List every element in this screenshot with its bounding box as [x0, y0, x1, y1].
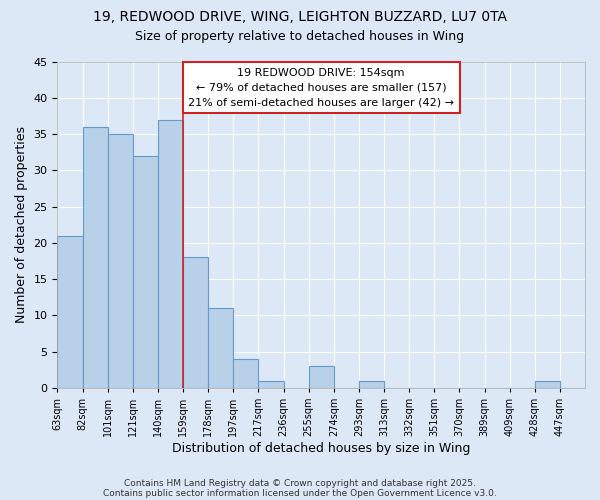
Bar	[58, 236, 83, 388]
Bar	[158, 120, 183, 388]
Y-axis label: Number of detached properties: Number of detached properties	[15, 126, 28, 323]
X-axis label: Distribution of detached houses by size in Wing: Distribution of detached houses by size …	[172, 442, 470, 455]
Bar	[107, 134, 133, 388]
Bar	[535, 380, 560, 388]
Text: Contains HM Land Registry data © Crown copyright and database right 2025.: Contains HM Land Registry data © Crown c…	[124, 478, 476, 488]
Bar	[133, 156, 158, 388]
Text: Contains public sector information licensed under the Open Government Licence v3: Contains public sector information licen…	[103, 488, 497, 498]
Text: Size of property relative to detached houses in Wing: Size of property relative to detached ho…	[136, 30, 464, 43]
Bar	[259, 380, 284, 388]
Bar	[83, 127, 107, 388]
Bar	[233, 359, 259, 388]
Text: 19 REDWOOD DRIVE: 154sqm
← 79% of detached houses are smaller (157)
21% of semi-: 19 REDWOOD DRIVE: 154sqm ← 79% of detach…	[188, 68, 454, 108]
Bar	[208, 308, 233, 388]
Text: 19, REDWOOD DRIVE, WING, LEIGHTON BUZZARD, LU7 0TA: 19, REDWOOD DRIVE, WING, LEIGHTON BUZZAR…	[93, 10, 507, 24]
Bar	[308, 366, 334, 388]
Bar	[183, 258, 208, 388]
Bar	[359, 380, 384, 388]
